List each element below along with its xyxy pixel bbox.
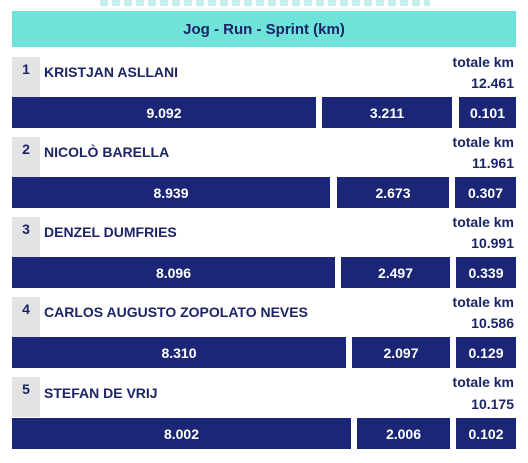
rank-box: 3 <box>12 217 40 257</box>
jog-bar: 9.092 <box>12 97 316 128</box>
player-name: NICOLÒ BARELLA <box>44 144 170 160</box>
rank-box: 5 <box>12 377 40 417</box>
rank-box: 1 <box>12 57 40 97</box>
sprint-bar: 0.307 <box>455 177 516 208</box>
player-name: KRISTJAN ASLLANI <box>44 64 179 80</box>
rank-box: 2 <box>12 137 40 177</box>
rank-number: 3 <box>22 221 30 237</box>
rank-number: 1 <box>22 61 30 77</box>
jog-bar: 8.310 <box>12 337 346 368</box>
run-bar: 2.673 <box>337 177 449 208</box>
total-label: totale km <box>452 294 514 310</box>
total-label: totale km <box>452 134 514 150</box>
jog-bar: 8.096 <box>12 257 335 288</box>
sprint-bar: 0.129 <box>456 337 516 368</box>
header-title: Jog - Run - Sprint (km) <box>183 20 345 38</box>
jog-bar: 8.002 <box>12 418 351 449</box>
run-bar: 2.497 <box>341 257 450 288</box>
total-value: 10.175 <box>471 396 514 412</box>
rank-number: 5 <box>22 381 30 397</box>
player-name: DENZEL DUMFRIES <box>44 224 177 240</box>
table-header: Jog - Run - Sprint (km) <box>12 11 516 47</box>
rank-number: 4 <box>22 301 30 317</box>
total-label: totale km <box>452 214 514 230</box>
run-bar: 2.097 <box>352 337 450 368</box>
run-bar: 2.006 <box>357 418 450 449</box>
rank-box: 4 <box>12 297 40 337</box>
rank-number: 2 <box>22 141 30 157</box>
player-name: STEFAN DE VRIJ <box>44 385 158 401</box>
total-value: 12.461 <box>471 75 514 91</box>
sprint-bar: 0.101 <box>459 97 516 128</box>
sprint-bar: 0.102 <box>456 418 516 449</box>
total-label: totale km <box>452 54 514 70</box>
total-value: 10.991 <box>471 235 514 251</box>
jog-bar: 8.939 <box>12 177 330 208</box>
sprint-bar: 0.339 <box>456 257 516 288</box>
title-remnant <box>100 0 430 6</box>
run-bar: 3.211 <box>322 97 452 128</box>
total-value: 11.961 <box>471 155 514 171</box>
player-name: CARLOS AUGUSTO ZOPOLATO NEVES <box>44 304 308 320</box>
total-value: 10.586 <box>471 315 514 331</box>
total-label: totale km <box>452 374 514 390</box>
